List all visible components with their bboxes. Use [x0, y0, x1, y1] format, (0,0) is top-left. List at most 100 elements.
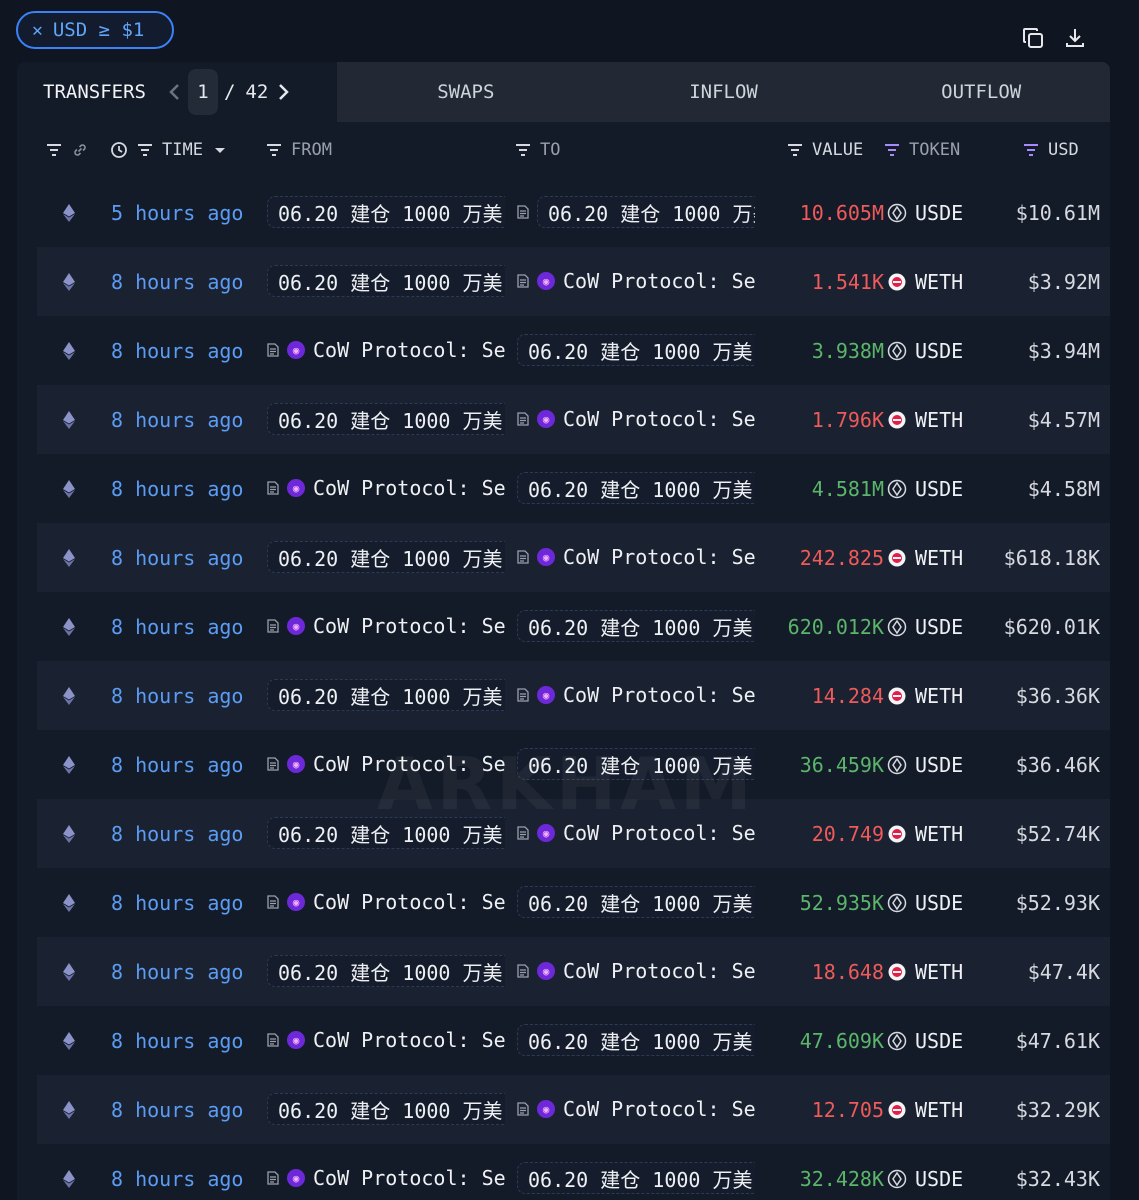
filter-icon[interactable] [265, 141, 283, 159]
chevron-left-icon[interactable] [168, 82, 182, 102]
tab-outflow[interactable]: OUTFLOW [852, 62, 1110, 122]
token-cell[interactable]: USDE [887, 592, 963, 661]
from-entity[interactable]: 06.20 建仓 1000 万美 [267, 402, 505, 436]
filter-icon[interactable] [883, 141, 901, 159]
table-row[interactable]: 8 hours ago 06.20 建仓 1000 万美 ◉ CoW Protoc… [37, 247, 1110, 316]
time-link[interactable]: 8 hours ago [111, 407, 244, 432]
to-entity[interactable]: ◉ CoW Protocol: Settlement [517, 678, 755, 712]
address-pill[interactable]: 06.20 建仓 1000 万美 [517, 472, 755, 504]
address-pill[interactable]: 06.20 建仓 1000 万美 [267, 403, 505, 435]
from-entity[interactable]: ◉ CoW Protocol: Settlement [267, 1023, 505, 1057]
to-entity[interactable]: 06.20 建仓 1000 万美 [517, 471, 755, 505]
table-row[interactable]: 8 hours ago ◉ CoW Protocol: Settlement 06… [37, 868, 1110, 937]
address-pill[interactable]: 06.20 建仓 1000 万美 [537, 196, 755, 228]
time-link[interactable]: 8 hours ago [111, 959, 244, 984]
from-entity[interactable]: 06.20 建仓 1000 万美 [267, 540, 505, 574]
from-entity[interactable]: ◉ CoW Protocol: Settlement [267, 333, 505, 367]
table-row[interactable]: 8 hours ago ◉ CoW Protocol: Settlement 06… [37, 592, 1110, 661]
from-entity[interactable]: 06.20 建仓 1000 万美 [267, 816, 505, 850]
table-row[interactable]: 8 hours ago 06.20 建仓 1000 万美 ◉ CoW Protoc… [37, 1075, 1110, 1144]
from-entity[interactable]: ◉ CoW Protocol: Settlement [267, 885, 505, 919]
tab-swaps[interactable]: SWAPS [337, 62, 595, 122]
time-link[interactable]: 8 hours ago [111, 683, 244, 708]
from-entity[interactable]: 06.20 建仓 1000 万美 [267, 678, 505, 712]
link-icon[interactable] [71, 141, 89, 159]
tab-transfers[interactable]: TRANSFERS 1 / 42 [17, 62, 337, 122]
address-pill[interactable]: 06.20 建仓 1000 万美 [267, 817, 505, 849]
to-entity[interactable]: ◉ CoW Protocol: Settlement [517, 1092, 755, 1126]
to-entity[interactable]: 06.20 建仓 1000 万美 [517, 609, 755, 643]
time-link[interactable]: 8 hours ago [111, 1166, 244, 1191]
page-current-input[interactable]: 1 [187, 69, 218, 115]
address-pill[interactable]: 06.20 建仓 1000 万美 [517, 1024, 755, 1056]
token-cell[interactable]: WETH [887, 661, 963, 730]
address-pill[interactable]: 06.20 建仓 1000 万美 [267, 679, 505, 711]
address-pill[interactable]: 06.20 建仓 1000 万美 [267, 196, 505, 228]
time-link[interactable]: 8 hours ago [111, 614, 244, 639]
from-entity[interactable]: ◉ CoW Protocol: Settlement [267, 471, 505, 505]
from-entity[interactable]: 06.20 建仓 1000 万美 [267, 264, 505, 298]
chevron-right-icon[interactable] [276, 82, 290, 102]
filter-icon[interactable] [786, 141, 804, 159]
token-cell[interactable]: WETH [887, 385, 963, 454]
address-pill[interactable]: 06.20 建仓 1000 万美 [517, 334, 755, 366]
address-pill[interactable]: 06.20 建仓 1000 万美 [517, 1162, 755, 1194]
to-entity[interactable]: ◉ CoW Protocol: Settlement [517, 954, 755, 988]
download-icon[interactable] [1063, 26, 1087, 50]
table-row[interactable]: 5 hours ago 06.20 建仓 1000 万美 06.20 建仓 10… [37, 178, 1110, 247]
table-row[interactable]: 8 hours ago 06.20 建仓 1000 万美 ◉ CoW Protoc… [37, 385, 1110, 454]
header-time[interactable]: TIME [110, 122, 229, 178]
address-pill[interactable]: 06.20 建仓 1000 万美 [517, 748, 755, 780]
address-pill[interactable]: 06.20 建仓 1000 万美 [267, 541, 505, 573]
header-token[interactable]: TOKEN [883, 122, 960, 178]
filter-icon[interactable] [514, 141, 532, 159]
to-entity[interactable]: 06.20 建仓 1000 万美 [517, 1161, 755, 1195]
caret-down-icon[interactable] [211, 141, 229, 159]
filter-icon[interactable] [136, 141, 154, 159]
filter-icon[interactable] [1022, 141, 1040, 159]
filter-icon[interactable] [45, 141, 63, 159]
token-cell[interactable]: USDE [887, 1144, 963, 1200]
token-cell[interactable]: WETH [887, 799, 963, 868]
token-cell[interactable]: USDE [887, 730, 963, 799]
time-link[interactable]: 8 hours ago [111, 476, 244, 501]
token-cell[interactable]: USDE [887, 178, 963, 247]
token-cell[interactable]: WETH [887, 937, 963, 1006]
from-entity[interactable]: ◉ CoW Protocol: Settlement [267, 747, 505, 781]
token-cell[interactable]: USDE [887, 868, 963, 937]
copy-icon[interactable] [1021, 26, 1045, 50]
time-link[interactable]: 8 hours ago [111, 545, 244, 570]
from-entity[interactable]: 06.20 建仓 1000 万美 [267, 954, 505, 988]
tab-inflow[interactable]: INFLOW [594, 62, 853, 122]
time-link[interactable]: 8 hours ago [111, 821, 244, 846]
table-row[interactable]: 8 hours ago ◉ CoW Protocol: Settlement 06… [37, 316, 1110, 385]
address-pill[interactable]: 06.20 建仓 1000 万美 [267, 1093, 505, 1125]
header-from[interactable]: FROM [265, 122, 332, 178]
usd-filter-chip[interactable]: ✕ USD ≥ $1 [16, 11, 174, 49]
header-value[interactable]: VALUE [786, 122, 863, 178]
table-row[interactable]: 8 hours ago 06.20 建仓 1000 万美 ◉ CoW Protoc… [37, 937, 1110, 1006]
table-row[interactable]: 8 hours ago ◉ CoW Protocol: Settlement 06… [37, 454, 1110, 523]
table-row[interactable]: 8 hours ago ◉ CoW Protocol: Settlement 06… [37, 1006, 1110, 1075]
to-entity[interactable]: ◉ CoW Protocol: Settlement [517, 264, 755, 298]
from-entity[interactable]: ◉ CoW Protocol: Settlement [267, 1161, 505, 1195]
close-icon[interactable]: ✕ [32, 19, 43, 41]
token-cell[interactable]: WETH [887, 247, 963, 316]
address-pill[interactable]: 06.20 建仓 1000 万美 [267, 955, 505, 987]
token-cell[interactable]: USDE [887, 1006, 963, 1075]
to-entity[interactable]: 06.20 建仓 1000 万美 [517, 333, 755, 367]
from-entity[interactable]: ◉ CoW Protocol: Settlement [267, 609, 505, 643]
from-entity[interactable]: 06.20 建仓 1000 万美 [267, 195, 505, 229]
table-row[interactable]: 8 hours ago 06.20 建仓 1000 万美 ◉ CoW Protoc… [37, 799, 1110, 868]
to-entity[interactable]: 06.20 建仓 1000 万美 [517, 1023, 755, 1057]
header-to[interactable]: TO [514, 122, 560, 178]
time-link[interactable]: 8 hours ago [111, 1028, 244, 1053]
header-usd[interactable]: USD [1022, 122, 1079, 178]
to-entity[interactable]: 06.20 建仓 1000 万美 [517, 195, 755, 229]
time-link[interactable]: 8 hours ago [111, 752, 244, 777]
token-cell[interactable]: WETH [887, 523, 963, 592]
to-entity[interactable]: ◉ CoW Protocol: Settlement [517, 540, 755, 574]
token-cell[interactable]: USDE [887, 454, 963, 523]
address-pill[interactable]: 06.20 建仓 1000 万美 [517, 610, 755, 642]
to-entity[interactable]: ◉ CoW Protocol: Settlement [517, 402, 755, 436]
